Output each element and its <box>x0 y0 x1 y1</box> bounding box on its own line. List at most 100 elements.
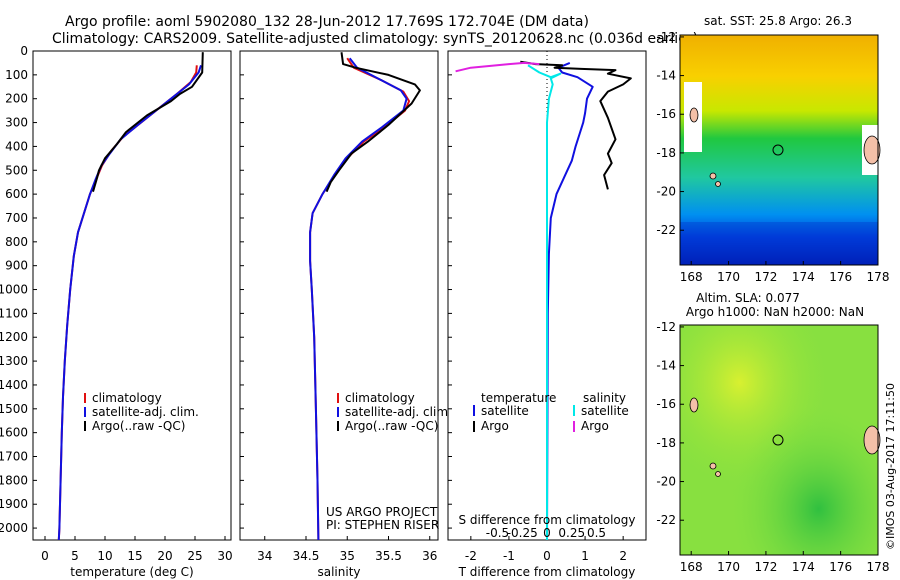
temperature-panel: 0100200300400500600700800900100011001200… <box>0 44 233 579</box>
salinity-plot-frame <box>239 50 439 541</box>
depth-tick-label: 1000 <box>0 283 28 297</box>
map-x-tick-label: 174 <box>792 270 815 284</box>
difference-y-ticks <box>448 50 452 529</box>
map-y-tick-label: -18 <box>656 436 676 450</box>
difference-x-axis: -2 -1 0 1 2 <box>465 536 627 563</box>
map-x-tick-label: 176 <box>829 270 852 284</box>
pi-annotation: PI: STEPHEN RISER <box>326 518 439 532</box>
series-line-temperature-argo <box>520 60 632 190</box>
depth-tick-label: 900 <box>5 259 28 273</box>
legend-label-t-satellite: satellite <box>481 404 529 418</box>
depth-tick-label: 1300 <box>0 354 28 368</box>
x-tick-label: 25 <box>187 549 202 563</box>
depth-tick-label: 2000 <box>0 521 28 535</box>
depth-tick-label: 1800 <box>0 473 28 487</box>
depth-tick-label: 100 <box>5 68 28 82</box>
temperature-series <box>57 52 204 540</box>
map-y-tick-label: -12 <box>656 30 676 44</box>
island <box>863 135 881 165</box>
x-tick-label: 35.5 <box>375 549 402 563</box>
map-x-tick-label: 178 <box>867 270 890 284</box>
depth-tick-label: 0 <box>20 44 28 58</box>
x-tick-label: 30 <box>217 549 232 563</box>
temperature-x-axis: 0 5 10 15 20 25 30 <box>41 536 233 563</box>
map-x-tick-label: 168 <box>680 560 703 574</box>
sst-map: sat. SST: 25.8 Argo: 26.3 168 170 172 174 17… <box>656 14 889 284</box>
x-tick-label: 2 <box>619 549 627 563</box>
depth-tick-label: 1200 <box>0 330 28 344</box>
series-line-temperature-satellite <box>546 61 594 540</box>
salinity-x-axis: 34 34.5 35 35.5 36 <box>257 536 437 563</box>
island <box>863 425 881 455</box>
map-x-tick-label: 176 <box>829 560 852 574</box>
difference-series <box>455 60 632 540</box>
salinity-series <box>309 52 421 540</box>
sst-dark-band <box>680 222 878 265</box>
sst-map-axes: 168 170 172 174 176 178 -12 -14 -16 -18 -20 -22 <box>656 30 889 284</box>
s-difference-ticks: -0.5-0.25 0 0.25 0.5 <box>486 526 606 540</box>
map-x-tick-label: 172 <box>754 270 777 284</box>
map-y-tick-label: -18 <box>656 146 676 160</box>
salinity-legend: climatology satellite-adj. clim. Argo(..… <box>337 391 452 433</box>
depth-tick-label: 1600 <box>0 426 28 440</box>
map-y-tick-label: -20 <box>656 185 676 199</box>
x-tick-label: -2 <box>465 549 477 563</box>
depth-tick-label: 1400 <box>0 378 28 392</box>
map-y-tick-label: -22 <box>656 223 676 237</box>
legend-label-argo: Argo(..raw -QC) <box>92 419 185 433</box>
series-line-argo-raw-qc <box>325 52 421 193</box>
sst-field <box>680 35 878 265</box>
s-tick-label: -0.5 <box>486 526 509 540</box>
depth-tick-label: 1900 <box>0 497 28 511</box>
difference-panel: -2 -1 0 1 2 temperature salinity satellite A… <box>447 50 647 579</box>
map-x-tick-label: 174 <box>792 560 815 574</box>
sla-map-title-2: Argo h1000: NaN h2000: NaN <box>686 305 864 319</box>
x-tick-label: 20 <box>157 549 172 563</box>
series-line-salinity-satellite <box>527 64 562 540</box>
island <box>715 471 721 477</box>
project-annotation: US ARGO PROJECT <box>326 505 438 519</box>
island <box>689 107 699 123</box>
t-difference-label: T difference from climatology <box>458 565 636 579</box>
depth-tick-label: 400 <box>5 139 28 153</box>
island <box>689 397 699 413</box>
map-y-tick-label: -16 <box>656 397 676 411</box>
salinity-panel: 34 34.5 35 35.5 36 climatology satellite-adj… <box>239 50 452 579</box>
x-tick-label: 0 <box>41 549 49 563</box>
map-y-tick-label: -22 <box>656 513 676 527</box>
s-tick-label: 0.5 <box>587 526 606 540</box>
depth-tick-label: 800 <box>5 235 28 249</box>
difference-legend: temperature salinity satellite Argo sate… <box>473 391 629 433</box>
x-tick-label: 5 <box>71 549 79 563</box>
s-tick-label: 0 <box>543 526 551 540</box>
legend-heading-salinity: salinity <box>583 391 626 405</box>
depth-tick-label: 600 <box>5 187 28 201</box>
title-line-1: Argo profile: aoml 5902080_132 28-Jun-20… <box>65 14 589 30</box>
sla-map: Altim. SLA: 0.077 Argo h1000: NaN h2000:… <box>656 291 889 574</box>
depth-tick-label: 700 <box>5 211 28 225</box>
legend-label-climatology: climatology <box>345 391 415 405</box>
depth-tick-label: 200 <box>5 92 28 106</box>
island <box>709 462 717 470</box>
map-y-tick-label: -14 <box>656 69 676 83</box>
map-y-tick-label: -14 <box>656 359 676 373</box>
depth-tick-label: 1500 <box>0 402 28 416</box>
x-tick-label: 1 <box>581 549 589 563</box>
x-tick-label: 15 <box>127 549 142 563</box>
x-tick-label: 36 <box>422 549 437 563</box>
x-tick-label: 0 <box>543 549 551 563</box>
argo-position-marker <box>772 434 784 446</box>
s-difference-label: S difference from climatology <box>459 513 636 527</box>
depth-axis: 0 100 200 300 400 500 600 700 800 900 1000 1100 1200… <box>0 44 37 535</box>
legend-heading-temperature: temperature <box>481 391 556 405</box>
sla-lowlight <box>680 325 878 555</box>
legend-label-s-argo: Argo <box>581 419 609 433</box>
x-tick-label: 34 <box>257 549 272 563</box>
sla-map-axes: 168 170 172 174 176 178 -12 -14 -16 -18 -20 -22 <box>656 320 889 574</box>
legend-label-satellite: satellite-adj. clim. <box>92 405 199 419</box>
legend-label-t-argo: Argo <box>481 419 509 433</box>
series-line-satellite-adj-clim <box>57 64 202 540</box>
sst-map-title: sat. SST: 25.8 Argo: 26.3 <box>704 14 852 28</box>
map-y-tick-label: -16 <box>656 107 676 121</box>
